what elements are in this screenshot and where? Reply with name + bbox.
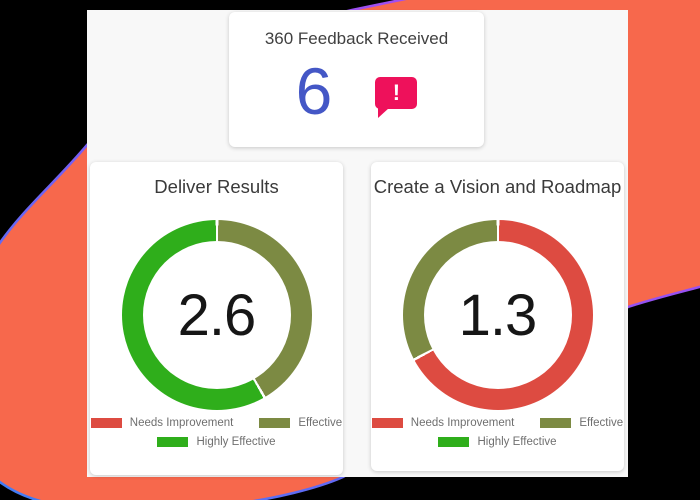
create-vision-donut-wrap: 1.3 <box>402 220 593 410</box>
feedback-card-title: 360 Feedback Received <box>264 29 449 48</box>
deliver-results-title: Deliver Results <box>154 176 279 197</box>
legend-item-needs-improvement[interactable]: Needs Improvement <box>371 417 515 429</box>
deliver-results-donut-wrap: 2.6 <box>121 220 312 410</box>
feedback-count-row: 6 ! <box>229 58 484 124</box>
legend-label-highly-effective: Highly Effective <box>196 436 276 448</box>
legend-item-highly-effective[interactable]: Highly Effective <box>438 436 557 448</box>
dashboard-page: 360 Feedback Received 6 ! Deliver Result… <box>87 10 628 477</box>
deliver-results-score: 2.6 <box>177 282 257 348</box>
chart-legend: Needs Improvement Effective Highly Effec… <box>371 417 624 448</box>
legend-item-highly-effective[interactable]: Highly Effective <box>157 436 276 448</box>
create-vision-card: Create a Vision and Roadmap 1.3 Needs Im… <box>371 162 624 471</box>
feedback-count-value: 6 <box>295 54 333 128</box>
create-vision-score: 1.3 <box>458 282 538 348</box>
deliver-results-card: Deliver Results 2.6 Needs Improvement Ef… <box>90 162 343 475</box>
feedback-received-card: 360 Feedback Received 6 ! <box>229 12 484 147</box>
legend-swatch-needs-improvement <box>371 418 403 428</box>
legend-label-effective: Effective <box>298 417 343 429</box>
donut-hole <box>142 241 291 389</box>
donut-hole <box>423 241 572 389</box>
exclamation-glyph: ! <box>392 80 401 105</box>
create-vision-title: Create a Vision and Roadmap <box>373 176 622 197</box>
legend-row: Highly Effective <box>371 436 624 448</box>
legend-item-effective[interactable]: Effective <box>259 417 342 429</box>
legend-swatch-highly-effective <box>438 437 470 447</box>
legend-label-needs-improvement: Needs Improvement <box>410 417 515 429</box>
legend-swatch-effective <box>259 418 291 428</box>
legend-item-effective[interactable]: Effective <box>540 417 623 429</box>
legend-label-effective: Effective <box>579 417 624 429</box>
legend-row: Needs Improvement Effective <box>371 417 624 429</box>
legend-swatch-effective <box>540 418 572 428</box>
legend-swatch-highly-effective <box>157 437 189 447</box>
chart-legend: Needs Improvement Effective Highly Effec… <box>90 417 343 448</box>
legend-row: Highly Effective <box>90 436 343 448</box>
feedback-alert-icon: ! <box>375 77 418 118</box>
legend-swatch-needs-improvement <box>90 418 122 428</box>
legend-item-needs-improvement[interactable]: Needs Improvement <box>90 417 234 429</box>
legend-row: Needs Improvement Effective <box>90 417 343 429</box>
legend-label-highly-effective: Highly Effective <box>477 436 557 448</box>
legend-label-needs-improvement: Needs Improvement <box>129 417 234 429</box>
